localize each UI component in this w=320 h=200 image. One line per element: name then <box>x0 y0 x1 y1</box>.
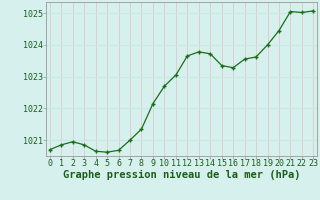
X-axis label: Graphe pression niveau de la mer (hPa): Graphe pression niveau de la mer (hPa) <box>63 170 300 180</box>
